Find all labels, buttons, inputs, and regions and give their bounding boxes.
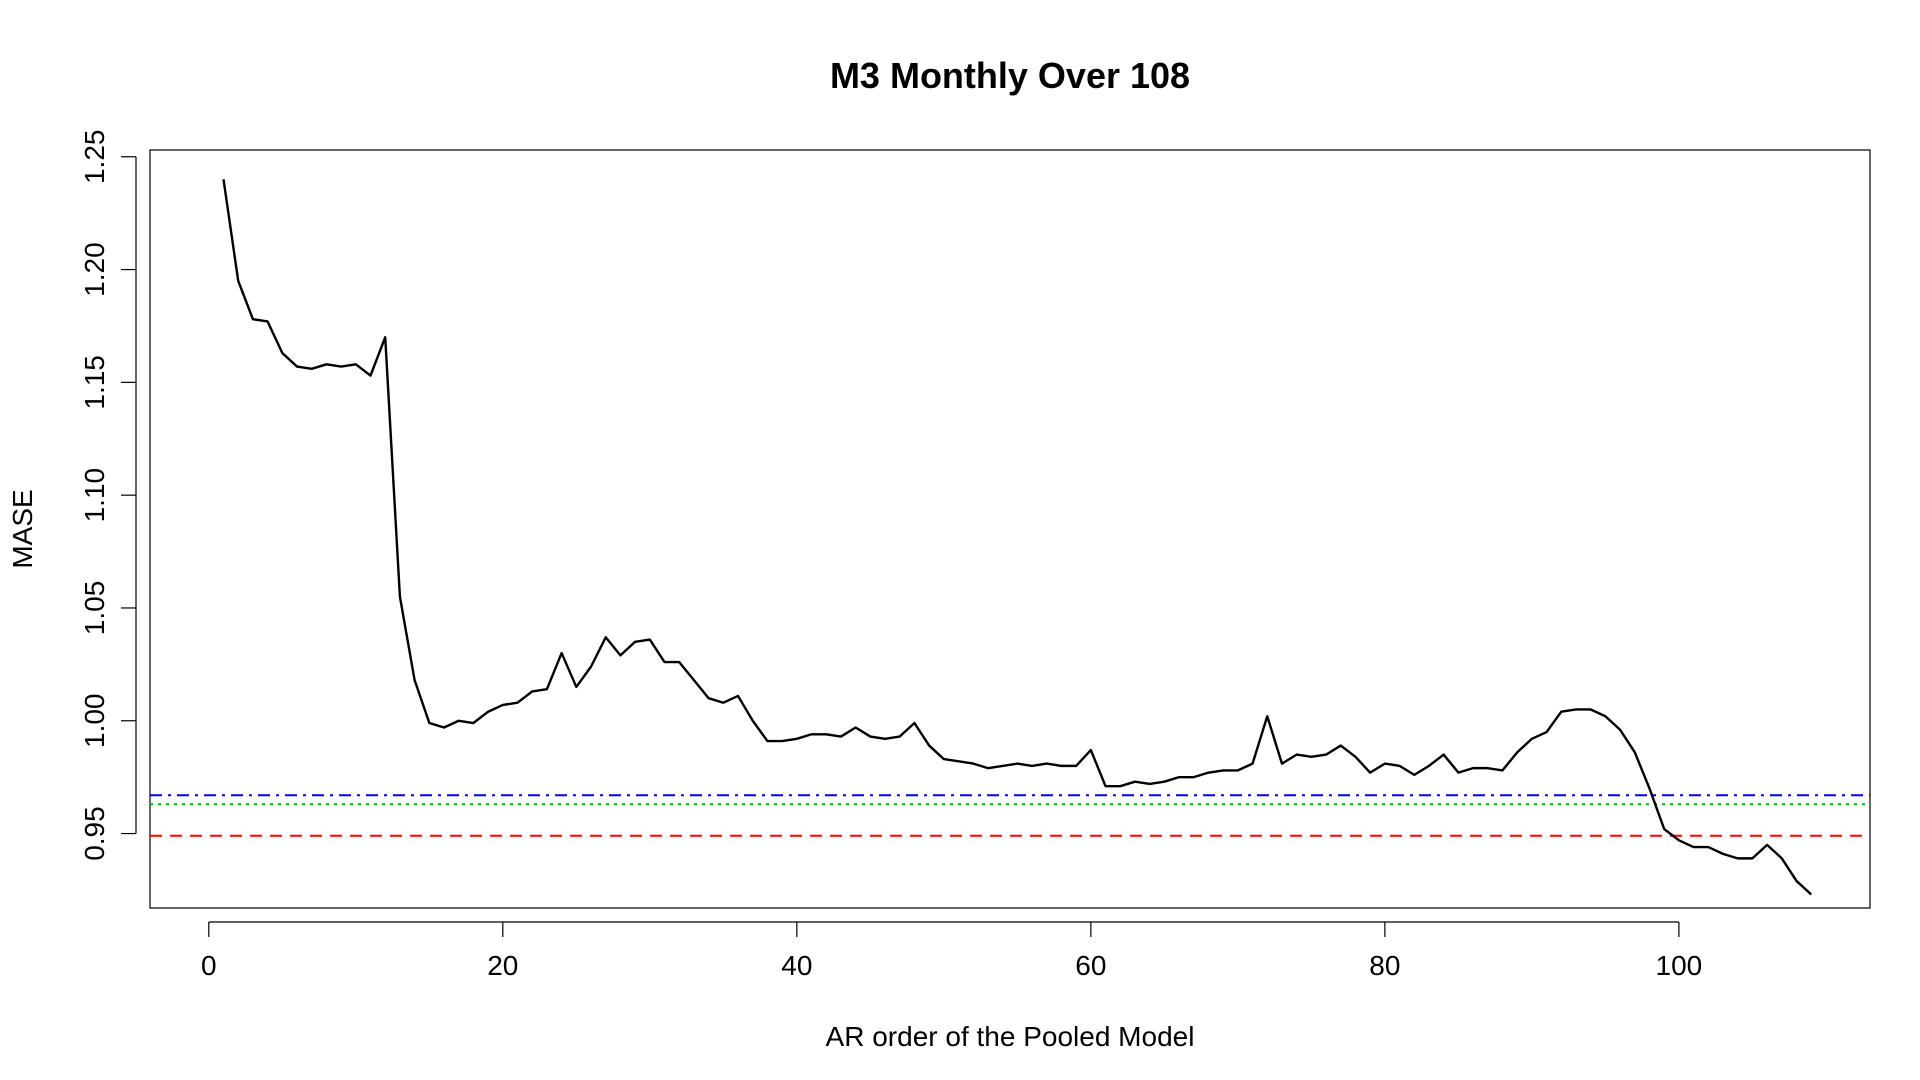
y-tick-label: 1.05 — [79, 581, 110, 636]
reference-lines — [150, 794, 1870, 837]
series-line — [222, 179, 1813, 896]
y-tick-label: 0.95 — [79, 806, 110, 861]
series-layer — [222, 179, 1813, 896]
x-tick-label: 40 — [781, 950, 812, 981]
y-tick-label: 1.00 — [79, 694, 110, 749]
x-axis-label: AR order of the Pooled Model — [826, 1021, 1195, 1052]
y-tick-label: 1.15 — [79, 355, 110, 410]
chart-title: M3 Monthly Over 108 — [830, 55, 1190, 96]
x-tick-label: 20 — [487, 950, 518, 981]
y-tick-label: 1.20 — [79, 242, 110, 297]
plot-frame — [149, 149, 1871, 909]
y-axis: 0.95 1.00 1.05 1.10 1.15 1.20 1.25 — [79, 130, 137, 861]
x-tick-label: 0 — [201, 950, 217, 981]
x-tick-label: 80 — [1369, 950, 1400, 981]
x-tick-label: 60 — [1075, 950, 1106, 981]
y-axis-label: MASE — [7, 489, 38, 568]
y-tick-label: 1.25 — [79, 130, 110, 185]
x-axis: 0 20 40 60 80 100 — [201, 921, 1703, 981]
x-tick-label: 100 — [1656, 950, 1703, 981]
y-tick-label: 1.10 — [79, 468, 110, 523]
